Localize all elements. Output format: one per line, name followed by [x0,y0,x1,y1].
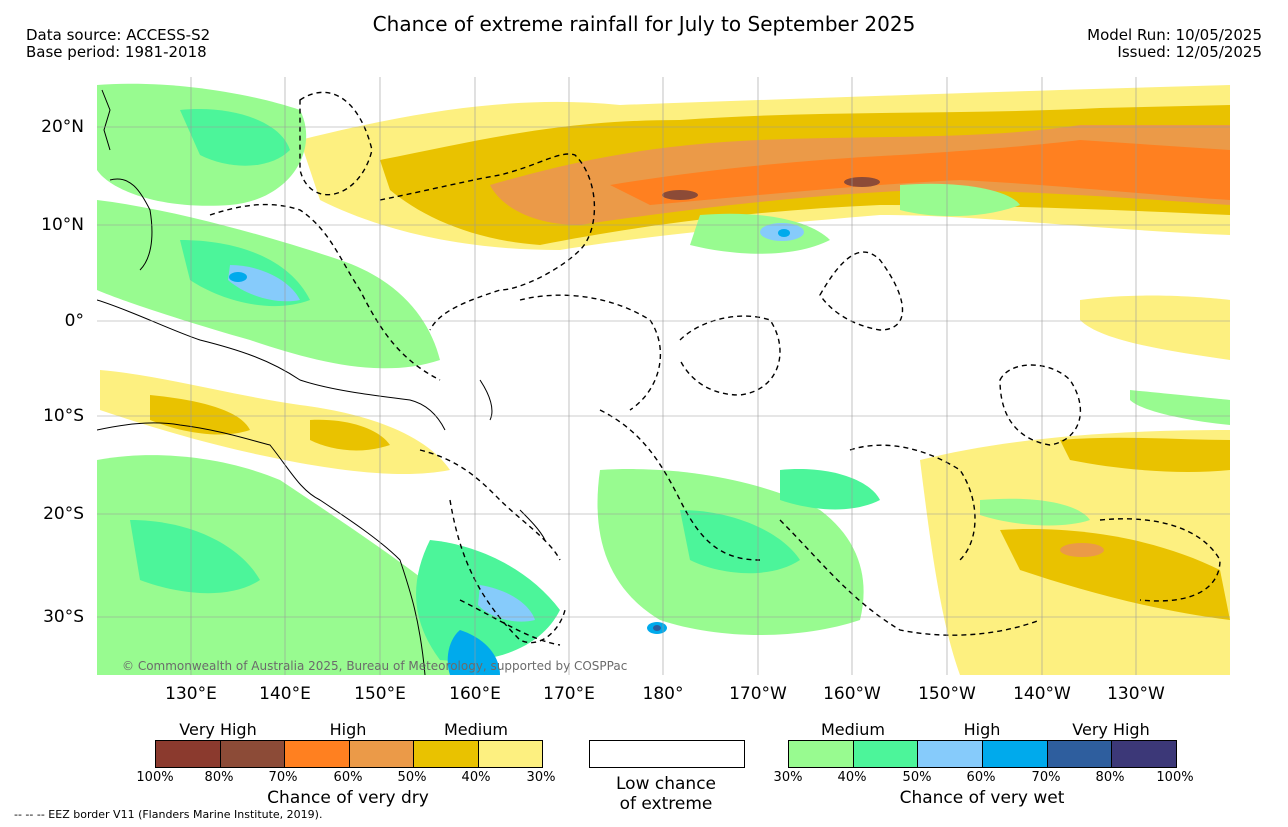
lon-label-140e: 140°E [259,684,311,704]
dry-swatch-5 [413,741,478,767]
eez-borders [209,91,1221,646]
wet-caption: Chance of very wet [899,788,1065,808]
lon-label-150w: 150°W [918,684,976,704]
wet-swatch-6 [1111,741,1177,767]
dry-category-very-high: Very High [179,720,257,739]
wet-category-medium: Medium [821,720,885,739]
lat-label-0: 0° [64,311,84,331]
wet-tick: 100% [1156,770,1194,785]
dry-tick: 50% [397,770,427,785]
data-source-text: Data source: ACCESS-S2 [26,26,211,44]
low-chance-swatch [589,740,745,768]
wet-tick: 30% [773,770,803,785]
lon-label-130w: 130°W [1107,684,1165,704]
map-field [97,77,1230,675]
dry-swatch-6 [477,741,542,767]
graticule [97,77,1230,675]
dry-colorbar [155,740,543,768]
wet-swatch-4 [982,741,1047,767]
dry-tick: 30% [526,770,556,785]
lat-label-20n: 20°N [41,117,84,137]
dry-swatch-2 [219,741,284,767]
wet-tick: 50% [902,770,932,785]
low-chance-caption-1: Low chance [616,774,716,794]
wet-swatch-3 [917,741,983,767]
wet-tick: 60% [966,770,996,785]
dry-category-medium: Medium [444,720,508,739]
lon-label-160e: 160°E [449,684,501,704]
map-title: Chance of extreme rainfall for July to S… [372,12,916,36]
lat-label-30s: 30°S [43,607,84,627]
wet-colorbar [788,740,1177,768]
dry-tick: 60% [333,770,363,785]
wet-tick: 80% [1095,770,1125,785]
dry-tick: 40% [461,770,491,785]
lat-label-10n: 10°N [41,215,84,235]
wet-swatch-5 [1046,741,1112,767]
dry-tick: 80% [204,770,234,785]
low-chance-caption-2: of extreme [619,794,713,814]
wet-swatch-2 [852,741,918,767]
coastlines [97,89,546,675]
dry-caption: Chance of very dry [267,788,429,808]
model-run-text: Model Run: 10/05/2025 [1087,26,1262,44]
lon-label-150e: 150°E [354,684,406,704]
lon-label-170e: 170°E [543,684,595,704]
wet-category-very-high: Very High [1072,720,1150,739]
wet-swatch-1 [789,741,853,767]
lon-label-130e: 130°E [165,684,217,704]
lon-label-170w: 170°W [729,684,787,704]
base-period-text: Base period: 1981-2018 [26,43,207,61]
wet-tick: 70% [1031,770,1061,785]
issued-text: Issued: 12/05/2025 [1117,43,1262,61]
dry-category-high: High [329,720,367,739]
eez-footnote: -- -- -- EEZ border V11 (Flanders Marine… [14,808,323,821]
dry-tick: 70% [268,770,298,785]
dry-tick: 100% [136,770,174,785]
lon-label-160w: 160°W [823,684,881,704]
lat-label-20s: 20°S [43,504,84,524]
dry-swatch-4 [348,741,413,767]
lon-label-180: 180° [642,684,684,704]
lon-label-140w: 140°W [1013,684,1071,704]
wet-tick: 40% [837,770,867,785]
dry-swatch-1 [156,741,220,767]
dry-swatch-3 [284,741,349,767]
lat-label-10s: 10°S [43,406,84,426]
wet-category-high: High [963,720,1001,739]
copyright-text: © Commonwealth of Australia 2025, Bureau… [122,659,628,673]
